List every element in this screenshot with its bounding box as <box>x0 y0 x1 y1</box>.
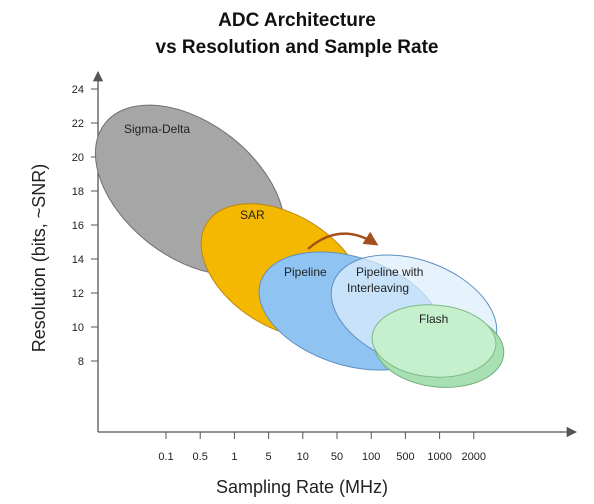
y-tick-label: 20 <box>72 152 84 164</box>
y-tick-label: 18 <box>72 186 84 198</box>
chart-title: ADC Architecture <box>218 10 376 31</box>
x-tick-label: 500 <box>396 451 414 463</box>
y-tick-label: 8 <box>78 356 84 368</box>
x-tick-label: 0.5 <box>193 451 208 463</box>
y-tick-label: 10 <box>72 322 84 334</box>
label-pipeline-interleaving: Pipeline with Interleaving <box>347 265 427 295</box>
y-tick-label: 14 <box>72 254 84 266</box>
y-tick-label: 24 <box>72 84 84 96</box>
x-tick-label: 1 <box>231 451 237 463</box>
x-axis-label: Sampling Rate (MHz) <box>216 477 388 497</box>
x-tick-label: 1000 <box>427 451 451 463</box>
x-ticks: 0.1 0.5 1 5 10 50 100 500 1000 2000 <box>158 432 486 463</box>
label-sar: SAR <box>240 208 265 222</box>
label-pipeline-interleaving-line2: Interleaving <box>347 281 409 295</box>
x-tick-label: 100 <box>362 451 380 463</box>
y-ticks: 8 10 12 14 16 18 20 22 24 <box>72 84 98 368</box>
y-tick-label: 12 <box>72 288 84 300</box>
x-tick-label: 50 <box>331 451 343 463</box>
x-tick-label: 2000 <box>462 451 486 463</box>
label-sigma-delta: Sigma-Delta <box>124 122 190 136</box>
label-pipeline-interleaving-line1: Pipeline with <box>356 265 423 279</box>
label-pipeline: Pipeline <box>284 265 327 279</box>
transition-arrow <box>307 231 379 250</box>
x-tick-label: 10 <box>297 451 309 463</box>
y-tick-label: 16 <box>72 220 84 232</box>
x-tick-label: 5 <box>266 451 272 463</box>
y-tick-label: 22 <box>72 118 84 130</box>
region-flash <box>371 304 497 378</box>
x-tick-label: 0.1 <box>158 451 173 463</box>
y-axis-label: Resolution (bits, ~SNR) <box>29 164 49 353</box>
label-flash: Flash <box>419 312 448 326</box>
chart-subtitle: vs Resolution and Sample Rate <box>155 37 439 58</box>
